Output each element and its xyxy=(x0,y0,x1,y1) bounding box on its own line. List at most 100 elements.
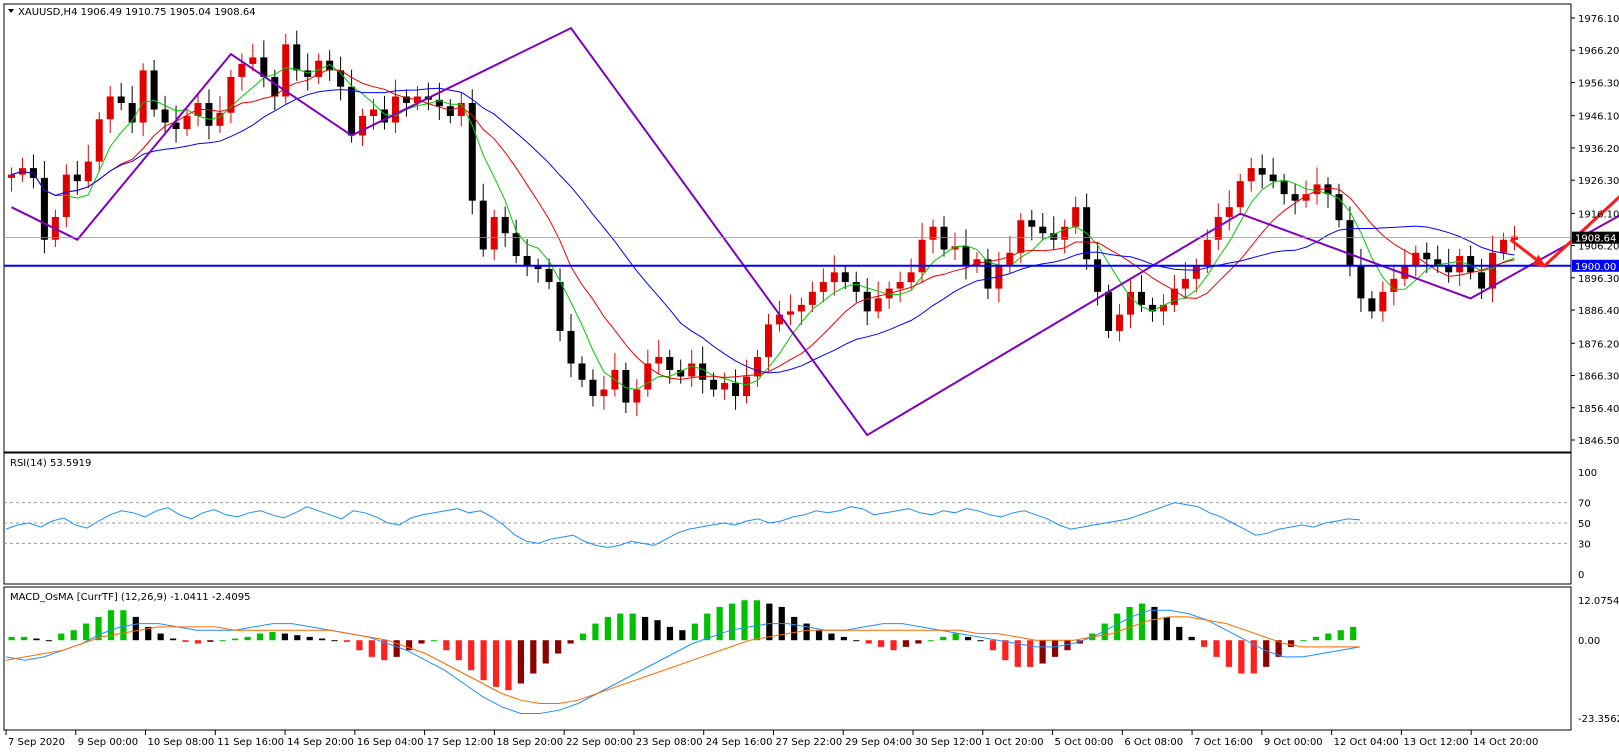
candle-body xyxy=(1292,194,1299,201)
candle-body xyxy=(502,217,509,233)
candle-body xyxy=(249,57,256,64)
macd-histogram-bar xyxy=(207,640,213,642)
macd-histogram-bar xyxy=(530,640,536,673)
macd-histogram-bar xyxy=(965,637,971,640)
candle-body xyxy=(754,357,761,377)
macd-histogram-bar xyxy=(555,640,561,653)
candle-body xyxy=(984,259,991,288)
candle-body xyxy=(633,390,640,403)
candle-body xyxy=(1259,168,1266,175)
time-tick-label: 1 Oct 20:00 xyxy=(985,737,1044,748)
candle-body xyxy=(129,103,136,123)
time-tick-label: 18 Sep 20:00 xyxy=(496,737,563,748)
candle-body xyxy=(1500,240,1507,253)
time-tick-label: 6 Oct 08:00 xyxy=(1124,737,1183,748)
price-tick-label: 1956.30 xyxy=(1578,78,1619,89)
macd-tick-label: 0.00 xyxy=(1578,636,1600,647)
macd-histogram-bar xyxy=(890,640,896,650)
candle-body xyxy=(787,311,794,314)
rsi-tick-label: 50 xyxy=(1578,519,1591,530)
macd-histogram-bar xyxy=(468,640,474,670)
candle-body xyxy=(1489,253,1496,289)
macd-histogram-bar xyxy=(182,640,188,642)
candle-body xyxy=(743,377,750,397)
candle-body xyxy=(392,96,399,122)
time-tick-label: 30 Sep 12:00 xyxy=(915,737,982,748)
candle-body xyxy=(897,282,904,289)
candle-body xyxy=(1357,266,1364,299)
time-tick-label: 27 Sep 22:00 xyxy=(775,737,842,748)
macd-histogram-bar xyxy=(704,614,710,641)
macd-histogram-bar xyxy=(356,640,362,650)
symbol-info: XAUUSD,H4 1906.49 1910.75 1905.04 1908.6… xyxy=(18,7,256,18)
macd-histogram-bar xyxy=(518,640,524,683)
price-tick-label: 1856.40 xyxy=(1578,404,1619,415)
macd-histogram-bar xyxy=(654,620,660,640)
macd-histogram-bar xyxy=(1238,640,1244,673)
macd-histogram-bar xyxy=(269,632,275,640)
candle-body xyxy=(1226,207,1233,217)
candle-body xyxy=(1182,279,1189,289)
macd-histogram-bar xyxy=(120,610,126,640)
macd-histogram-bar xyxy=(729,604,735,641)
candle-body xyxy=(491,217,498,250)
macd-histogram-bar xyxy=(71,630,77,640)
candle-body xyxy=(1270,175,1277,182)
time-tick-label: 10 Sep 08:00 xyxy=(148,737,215,748)
macd-histogram-bar xyxy=(257,634,263,641)
candle-body xyxy=(1193,266,1200,279)
macd-histogram-bar xyxy=(543,640,549,663)
macd-histogram-bar xyxy=(878,640,884,647)
time-tick-label: 7 Oct 16:00 xyxy=(1194,737,1253,748)
time-tick-label: 17 Sep 12:00 xyxy=(427,737,494,748)
macd-histogram-bar xyxy=(679,630,685,640)
macd-histogram-bar xyxy=(853,640,859,641)
time-tick-label: 9 Oct 00:00 xyxy=(1264,737,1323,748)
candle-body xyxy=(765,324,772,357)
macd-histogram-bar xyxy=(903,640,909,647)
macd-histogram-bar xyxy=(1313,637,1319,640)
candle-body xyxy=(589,380,596,396)
candle-body xyxy=(524,256,531,266)
macd-histogram-bar xyxy=(828,634,834,641)
price-tick-label: 1966.20 xyxy=(1578,46,1619,57)
candle-body xyxy=(941,227,948,250)
candle-body xyxy=(962,246,969,266)
macd-panel-frame xyxy=(4,587,1571,730)
candle-body xyxy=(919,240,926,273)
candle-body xyxy=(140,70,147,122)
candle-body xyxy=(118,96,125,103)
macd-histogram-bar xyxy=(245,637,251,640)
macd-histogram-bar xyxy=(1288,640,1294,647)
candle-body xyxy=(688,363,695,376)
rsi-tick-label: 0 xyxy=(1578,570,1584,581)
macd-histogram-bar xyxy=(816,630,822,640)
candle-body xyxy=(513,233,520,256)
candle-body xyxy=(600,390,607,397)
macd-histogram-bar xyxy=(505,640,511,690)
macd-histogram-bar xyxy=(1027,640,1033,667)
macd-histogram-bar xyxy=(1114,614,1120,641)
macd-histogram-bar xyxy=(1300,640,1306,641)
candle-body xyxy=(74,175,81,182)
candle-body xyxy=(567,331,574,364)
macd-histogram-bar xyxy=(431,640,437,641)
macd-histogram-bar xyxy=(692,624,698,641)
macd-histogram-bar xyxy=(766,604,772,641)
price-tick-label: 1916.10 xyxy=(1578,209,1619,220)
macd-histogram-bar xyxy=(1201,640,1207,647)
macd-histogram-bar xyxy=(369,640,375,657)
candle-body xyxy=(1237,181,1244,207)
macd-histogram-bar xyxy=(791,617,797,640)
price-tick-label: 1936.20 xyxy=(1578,144,1619,155)
macd-histogram-bar xyxy=(46,640,52,641)
macd-histogram-bar xyxy=(1189,637,1195,640)
candle-body xyxy=(908,272,915,282)
macd-histogram-bar xyxy=(953,634,959,641)
candle-body xyxy=(348,87,355,136)
candle-body xyxy=(820,282,827,292)
macd-histogram-bar xyxy=(1350,627,1356,640)
rsi-tick-label: 70 xyxy=(1578,499,1591,510)
time-tick-label: 14 Sep 20:00 xyxy=(287,737,354,748)
